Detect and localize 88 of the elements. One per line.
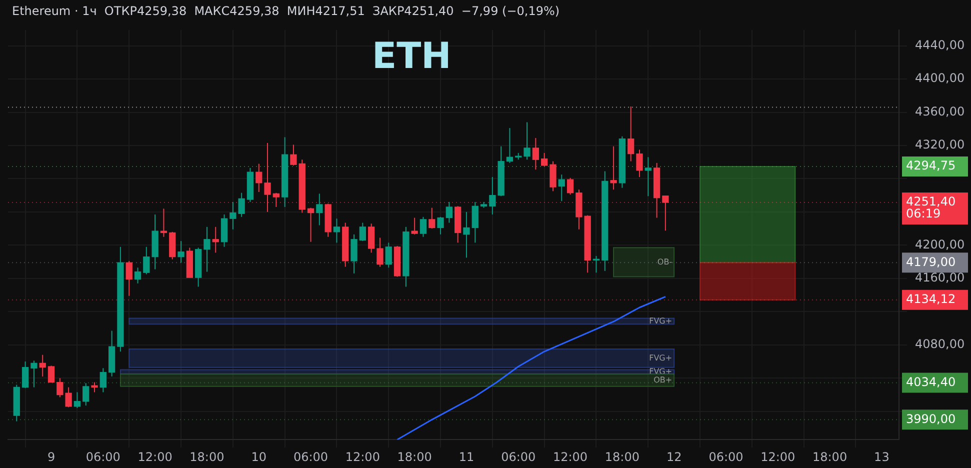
candlestick (550, 160, 556, 192)
candlestick (91, 382, 98, 393)
candlestick (610, 146, 617, 190)
chart-title: ETH (372, 36, 452, 77)
ref-line-label: 4034,40 (906, 374, 956, 389)
candlestick (359, 222, 366, 242)
candlestick (446, 201, 453, 224)
x-tick-label: 12:00 (138, 450, 172, 464)
x-tick-label: 10 (251, 450, 267, 464)
candlestick (628, 106, 634, 162)
y-tick-label: 4400,00 (915, 71, 965, 86)
candlestick (39, 354, 46, 377)
ref-line-label: 4251,40 06:19 (906, 194, 956, 221)
band-label: FVG+ (649, 353, 672, 362)
band-label: FVG+ (649, 366, 672, 376)
x-tick-label: 18:00 (812, 450, 848, 464)
candlestick (558, 174, 565, 202)
ref-line-label: 3990,00 (906, 412, 956, 426)
candlestick (463, 211, 470, 258)
y-tick-label: 4440,00 (915, 38, 965, 52)
y-tick-label: 4320,00 (915, 138, 965, 152)
x-tick-label: 18:00 (604, 450, 640, 464)
candlestick (566, 177, 574, 196)
candlestick (316, 193, 323, 226)
candlestick (411, 217, 418, 235)
candlestick (264, 142, 271, 212)
candlestick (100, 368, 106, 393)
candlestick (212, 226, 219, 254)
candlestick (290, 144, 297, 166)
candlestick (532, 138, 540, 170)
candlestick (143, 246, 150, 275)
candlestick (256, 163, 262, 193)
x-tick-label: 12:00 (760, 450, 796, 464)
candlestick (350, 234, 358, 274)
x-tick-label: 12 (666, 450, 682, 464)
candlestick (160, 208, 168, 238)
candlestick (368, 223, 375, 254)
candlestick (220, 214, 228, 248)
candlestick (437, 216, 444, 235)
y-tick-label: 4360,00 (915, 104, 965, 118)
candlestick (333, 218, 340, 244)
x-tick-label: 06:00 (708, 450, 744, 464)
candlestick (541, 152, 548, 167)
candlestick (636, 149, 643, 178)
candlestick (238, 192, 245, 218)
candlestick (178, 240, 184, 264)
band-label: OB- (657, 257, 672, 266)
x-tick-label: 11 (458, 450, 474, 464)
candlestick (644, 156, 652, 197)
candlestick (65, 386, 72, 408)
x-tick-label: 06:00 (501, 450, 536, 464)
ref-line-label: 4294,75 (906, 158, 956, 173)
candlestick (22, 361, 29, 389)
candlestick (428, 207, 436, 230)
y-tick-label: 4080,00 (915, 337, 965, 352)
candlestick (48, 365, 55, 383)
x-tick-label: 06:00 (293, 450, 328, 464)
candlestick (376, 237, 384, 268)
x-tick-label: 18:00 (190, 450, 224, 464)
candlestick (126, 260, 132, 296)
x-tick-label: 13 (874, 450, 890, 464)
candlestick (272, 192, 280, 208)
candlestick (134, 267, 142, 284)
x-tick-label: 06:00 (86, 450, 120, 464)
candlestick (30, 360, 38, 388)
candlestick (420, 216, 427, 238)
candlestick (524, 122, 530, 160)
candlestick (56, 378, 64, 398)
candlestick (230, 201, 236, 230)
ref-line-label: 4179,00 (906, 254, 956, 269)
chart-subtitle: Ethereum · 1ч ОТКР4259,38 МАКС4259,38 МИН4217,51 ЗАКР4251,40 −7,99 (−0,19%) (12, 4, 560, 18)
ref-line-label: 4134,12 (906, 292, 956, 306)
x-tick-label: 9 (47, 450, 56, 464)
y-tick-label: 4160,00 (915, 270, 965, 285)
candlestick (385, 242, 392, 268)
candlestick (82, 382, 90, 406)
candlestick (307, 207, 314, 242)
candlestick (74, 392, 81, 409)
candlestick (506, 128, 514, 164)
candlestick (204, 226, 210, 272)
candlestick (662, 195, 669, 232)
x-tick-label: 12:00 (552, 450, 588, 464)
x-tick-label: 18:00 (397, 450, 432, 464)
candlestick (472, 201, 478, 244)
y-tick-label: 4200,00 (915, 237, 965, 252)
band-label: OB+ (654, 375, 672, 384)
band-label: FVG+ (649, 316, 672, 326)
x-tick-label: 12:00 (345, 450, 380, 464)
